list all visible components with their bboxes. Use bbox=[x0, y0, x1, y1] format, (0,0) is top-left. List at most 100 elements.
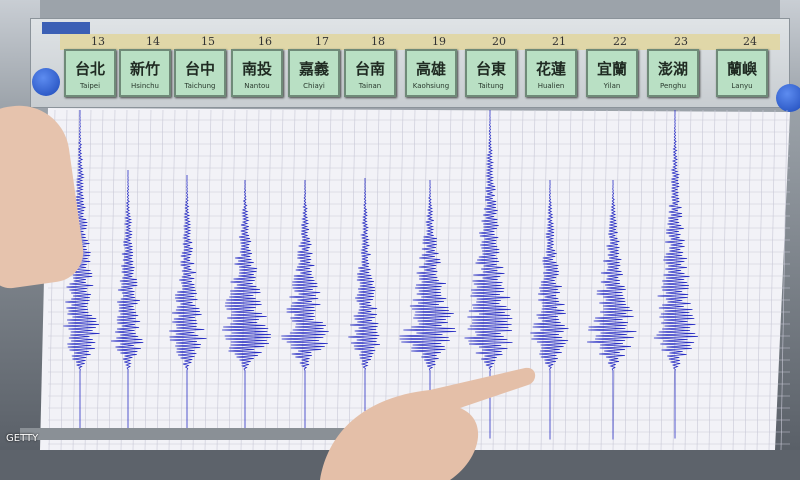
grid-line bbox=[708, 109, 716, 450]
grid-line bbox=[252, 109, 260, 450]
grid-line bbox=[636, 109, 644, 450]
station-name-en: Hsinchu bbox=[130, 82, 159, 90]
seismogram-traces bbox=[63, 110, 698, 440]
seismogram-trace-0 bbox=[63, 110, 100, 439]
channel-scale bbox=[60, 34, 780, 50]
station-name-en: Lanyu bbox=[731, 82, 753, 90]
grid-line bbox=[192, 109, 200, 450]
station-name-en: Tainan bbox=[358, 82, 382, 90]
left-knob[interactable] bbox=[32, 68, 60, 96]
grid-line bbox=[660, 109, 668, 450]
grid-line bbox=[216, 109, 224, 450]
brand-logo bbox=[42, 22, 90, 34]
grid-line bbox=[372, 109, 380, 450]
station-label-hualien: 花蓮 Hualien bbox=[525, 49, 577, 97]
station-label-yilan: 宜蘭 Yilan bbox=[586, 49, 638, 97]
station-name-en: Chiayi bbox=[303, 82, 325, 90]
station-label-taichung: 台中 Taichung bbox=[174, 49, 226, 97]
channel-number: 23 bbox=[674, 35, 688, 48]
seismogram-trace-9 bbox=[587, 180, 637, 440]
channel-number: 22 bbox=[613, 35, 627, 48]
station-label-taipei: 台北 Taipei bbox=[64, 49, 116, 97]
seismogram-trace-10 bbox=[653, 110, 698, 439]
grid-line bbox=[540, 109, 548, 450]
photo-credit: GETTY bbox=[6, 433, 39, 444]
station-name-en: Nantou bbox=[244, 82, 270, 90]
station-name-zh: 台東 bbox=[475, 60, 506, 78]
station-name-zh: 蘭嶼 bbox=[726, 60, 757, 78]
grid-line bbox=[288, 109, 296, 450]
grid-line bbox=[324, 109, 332, 450]
station-label-taitung: 台東 Taitung bbox=[465, 49, 517, 97]
grid-line bbox=[96, 109, 104, 450]
station-label-lanyu: 蘭嶼 Lanyu bbox=[716, 49, 768, 97]
station-name-zh: 高雄 bbox=[415, 60, 446, 78]
grid-line bbox=[516, 109, 524, 450]
grid-line bbox=[396, 109, 404, 450]
grid-line bbox=[576, 109, 584, 450]
channel-number: 17 bbox=[315, 35, 329, 48]
station-name-en: Taichung bbox=[184, 82, 216, 90]
seismogram-trace-2 bbox=[169, 175, 207, 439]
machine-top-bar bbox=[40, 0, 780, 18]
grid-line bbox=[156, 109, 164, 450]
station-name-zh: 南投 bbox=[241, 60, 272, 78]
pointing-hand bbox=[320, 367, 536, 480]
grid-line bbox=[384, 109, 392, 450]
station-name-en: Kaohsiung bbox=[412, 82, 450, 90]
seismogram-paper bbox=[20, 108, 790, 450]
grid-line bbox=[348, 109, 356, 450]
seismogram-trace-3 bbox=[222, 180, 272, 440]
station-name-zh: 台南 bbox=[354, 60, 385, 78]
grid-line bbox=[600, 109, 608, 450]
grid-line bbox=[120, 109, 128, 450]
channel-number: 13 bbox=[91, 35, 105, 48]
grid-line bbox=[648, 109, 656, 450]
grid-line bbox=[588, 109, 596, 450]
channel-number: 14 bbox=[146, 35, 160, 48]
right-knob[interactable] bbox=[776, 84, 800, 112]
grid-line bbox=[564, 109, 572, 450]
station-name-zh: 新竹 bbox=[129, 60, 160, 78]
grid-line bbox=[84, 109, 92, 450]
seismogram-trace-1 bbox=[110, 170, 144, 439]
station-name-en: Hualien bbox=[537, 82, 565, 90]
station-name-zh: 台北 bbox=[74, 60, 105, 78]
station-name-zh: 宜蘭 bbox=[596, 60, 627, 78]
grid-line bbox=[744, 109, 752, 450]
grid-line bbox=[552, 109, 560, 450]
channel-number: 24 bbox=[743, 35, 757, 48]
channel-number: 20 bbox=[492, 35, 506, 48]
grid-line bbox=[624, 109, 632, 450]
grid-line bbox=[696, 109, 704, 450]
channel-number: 19 bbox=[432, 35, 446, 48]
station-name-en: Taipei bbox=[79, 82, 101, 90]
grid-line bbox=[276, 109, 284, 450]
seismogram-trace-4 bbox=[281, 180, 329, 440]
grid-line bbox=[504, 109, 512, 450]
channel-number: 15 bbox=[201, 35, 215, 48]
grid-line bbox=[312, 109, 320, 450]
grid-line bbox=[360, 109, 368, 450]
station-name-en: Penghu bbox=[659, 82, 687, 90]
station-name-zh: 嘉義 bbox=[298, 60, 329, 78]
station-label-nantou: 南投 Nantou bbox=[231, 49, 283, 97]
station-name-zh: 台中 bbox=[184, 60, 215, 78]
grid-line bbox=[732, 109, 740, 450]
channel-number: 21 bbox=[552, 35, 566, 48]
grid-line bbox=[132, 109, 140, 450]
station-name-en: Taitung bbox=[478, 82, 504, 90]
station-name-en: Yilan bbox=[603, 82, 621, 90]
grid-line bbox=[144, 109, 152, 450]
station-label-chiayi: 嘉義 Chiayi bbox=[288, 49, 340, 97]
grid-line bbox=[228, 109, 236, 450]
grid-line bbox=[756, 109, 764, 450]
grid-line bbox=[204, 109, 212, 450]
channel-number: 18 bbox=[371, 35, 385, 48]
grid-line bbox=[528, 109, 536, 450]
seismogram-trace-8 bbox=[530, 180, 569, 440]
station-label-penghu: 澎湖 Penghu bbox=[647, 49, 699, 97]
seismogram-trace-5 bbox=[348, 178, 381, 439]
station-label-tainan: 台南 Tainan bbox=[344, 49, 396, 97]
grid-line bbox=[180, 109, 188, 450]
